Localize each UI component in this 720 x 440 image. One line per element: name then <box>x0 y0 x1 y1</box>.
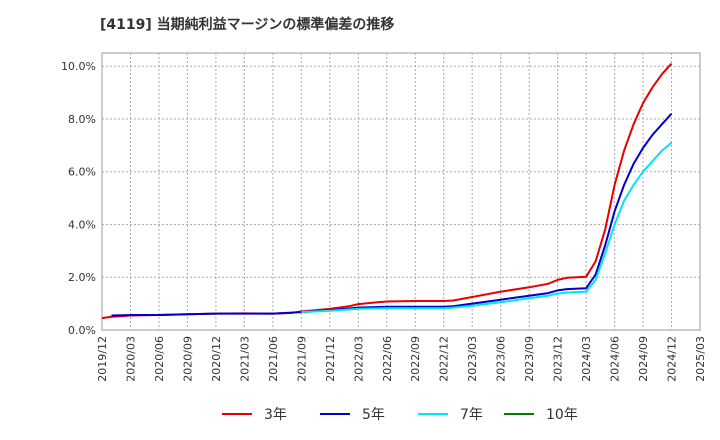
y-tick-label: 4.0% <box>68 218 96 231</box>
x-tick-label: 2023/09 <box>523 336 536 382</box>
x-tick-label: 2022/12 <box>438 336 451 382</box>
x-tick-label: 2024/12 <box>666 336 679 382</box>
y-tick-label: 6.0% <box>68 166 96 179</box>
y-tick-label: 2.0% <box>68 271 96 284</box>
x-tick-label: 2020/09 <box>181 336 194 382</box>
y-tick-label: 8.0% <box>68 113 96 126</box>
y-tick-label: 10.0% <box>61 60 96 73</box>
x-tick-label: 2021/03 <box>238 336 251 382</box>
series-line-5年 <box>111 113 673 317</box>
x-tick-label: 2024/09 <box>637 336 650 382</box>
legend: 3年 5年 7年 10年 <box>222 407 578 423</box>
x-tick-label: 2020/12 <box>210 336 223 382</box>
x-tick-label: 2022/09 <box>409 336 422 382</box>
x-tick-label: 2024/06 <box>609 336 622 382</box>
x-tick-label: 2021/06 <box>267 336 280 382</box>
x-tick-label: 2022/03 <box>352 336 365 382</box>
x-tick-label: 2023/06 <box>495 336 508 382</box>
x-tick-label: 2022/06 <box>381 336 394 382</box>
x-tick-label: 2021/12 <box>324 336 337 382</box>
plot-border <box>101 52 701 331</box>
series-group <box>101 62 673 320</box>
x-tick-label: 2024/03 <box>580 336 593 382</box>
x-tick-label: 2025/03 <box>694 336 707 382</box>
x-tick-label: 2020/06 <box>153 336 166 382</box>
x-tick-label: 2021/09 <box>295 336 308 382</box>
plot-area <box>101 52 701 331</box>
x-tick-label: 2023/12 <box>552 336 565 382</box>
legend-label: 5年 <box>362 407 385 423</box>
legend-label: 3年 <box>264 407 287 423</box>
legend-label: 7年 <box>460 407 483 423</box>
x-tick-label: 2023/03 <box>466 336 479 382</box>
x-tick-label: 2020/03 <box>124 336 137 382</box>
y-tick-label: 0.0% <box>68 324 96 337</box>
series-line-7年 <box>301 141 673 314</box>
y-axis: 0.0% 2.0% 4.0% 6.0% 8.0% 10.0% <box>61 60 96 337</box>
x-axis: 2019/12 2020/03 2020/06 2020/09 2020/12 2021/… <box>96 336 707 382</box>
x-tick-label: 2019/12 <box>96 336 109 382</box>
legend-label: 10年 <box>546 407 578 423</box>
chart-title: [4119] 当期純利益マージンの標準偏差の推移 <box>100 17 395 33</box>
